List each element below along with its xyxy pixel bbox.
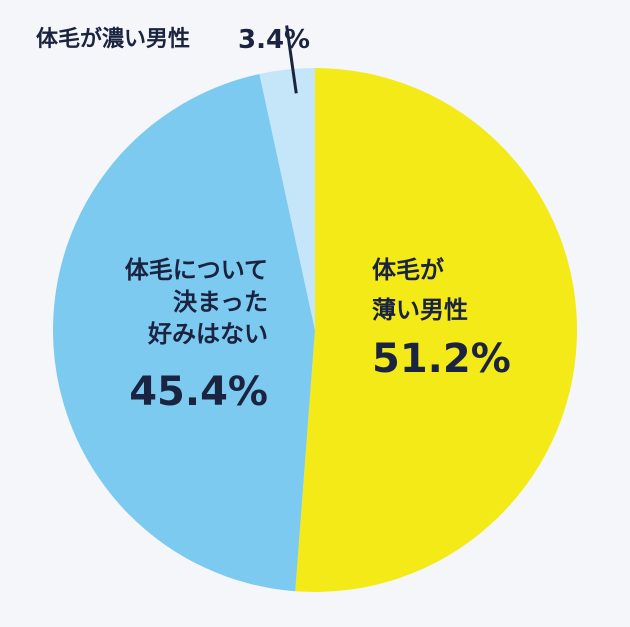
slice-1-value-label: 45.4% bbox=[129, 369, 268, 415]
pie-slice-2 bbox=[259, 68, 315, 330]
callout-layer bbox=[285, 25, 298, 94]
slice-2-leader-line bbox=[285, 25, 298, 94]
pie-slice-1 bbox=[53, 73, 315, 592]
slice-0-value-label: 51.2% bbox=[372, 336, 511, 382]
slice-1-name-line-2: 好みはない bbox=[147, 320, 268, 348]
slice-1-name-line-0: 体毛について bbox=[125, 256, 268, 284]
slice-1-name-line-1: 決まった bbox=[173, 288, 268, 316]
slice-0-name-line-0: 体毛が bbox=[372, 256, 444, 284]
slices-layer bbox=[53, 68, 578, 592]
slice-2-name-line-0: 体毛が濃い男性 bbox=[36, 26, 190, 52]
slice-0-name-line-1: 薄い男性 bbox=[372, 296, 468, 324]
pie-slice-0 bbox=[295, 68, 578, 592]
slice-2-value-label: 3.4% bbox=[238, 25, 310, 55]
